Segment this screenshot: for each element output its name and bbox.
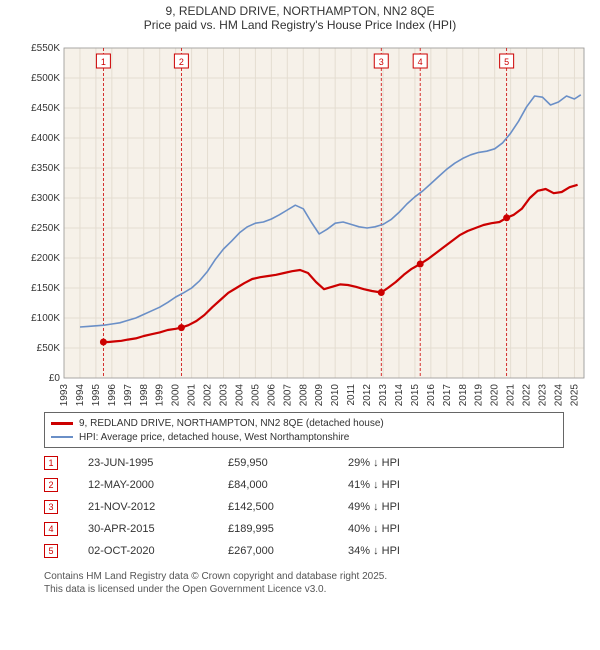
row-date: 30-APR-2015 (88, 523, 228, 535)
row-pct-vs-hpi: 49% ↓ HPI (348, 501, 548, 513)
row-date: 23-JUN-1995 (88, 457, 228, 469)
svg-text:2004: 2004 (234, 384, 245, 407)
svg-text:1994: 1994 (75, 384, 86, 407)
svg-text:£100K: £100K (31, 313, 60, 324)
row-pct-vs-hpi: 34% ↓ HPI (348, 545, 548, 557)
svg-text:2005: 2005 (250, 384, 261, 407)
table-row: 3 21-NOV-2012£142,50049% ↓ HPI (44, 496, 564, 518)
svg-text:2009: 2009 (314, 384, 325, 407)
footer-licence: Contains HM Land Registry data © Crown c… (44, 570, 564, 596)
row-marker: 2 (44, 478, 58, 492)
svg-text:2023: 2023 (538, 384, 549, 407)
table-row: 5 02-OCT-2020£267,00034% ↓ HPI (44, 540, 564, 562)
row-marker: 1 (44, 456, 58, 470)
svg-text:2024: 2024 (553, 384, 564, 407)
svg-text:2001: 2001 (187, 384, 198, 407)
svg-text:2012: 2012 (362, 384, 373, 407)
row-price: £59,950 (228, 457, 348, 469)
svg-text:£350K: £350K (31, 163, 60, 174)
svg-text:5: 5 (504, 57, 509, 67)
svg-text:1993: 1993 (59, 384, 70, 407)
legend-swatch (51, 436, 73, 438)
svg-text:£0: £0 (49, 373, 61, 384)
svg-text:2003: 2003 (219, 384, 230, 407)
row-pct-vs-hpi: 29% ↓ HPI (348, 457, 548, 469)
row-marker: 5 (44, 544, 58, 558)
svg-text:2011: 2011 (346, 384, 357, 406)
svg-text:2000: 2000 (171, 384, 182, 407)
svg-text:£200K: £200K (31, 253, 60, 264)
svg-text:2015: 2015 (410, 384, 421, 407)
table-row: 4 30-APR-2015£189,99540% ↓ HPI (44, 518, 564, 540)
svg-text:4: 4 (418, 57, 423, 67)
svg-text:1999: 1999 (155, 384, 166, 407)
svg-text:£450K: £450K (31, 103, 60, 114)
footer-line: This data is licensed under the Open Gov… (44, 583, 564, 596)
svg-text:2008: 2008 (298, 384, 309, 407)
legend-label: HPI: Average price, detached house, West… (79, 432, 349, 443)
row-price: £267,000 (228, 545, 348, 557)
chart-svg: £0 £50K £100K £150K £200K £250K £300K £350K £400… (28, 42, 590, 410)
svg-text:2002: 2002 (203, 384, 214, 407)
row-date: 02-OCT-2020 (88, 545, 228, 557)
row-date: 12-MAY-2000 (88, 479, 228, 491)
table-row: 2 12-MAY-2000£84,00041% ↓ HPI (44, 474, 564, 496)
legend-row-hpi: HPI: Average price, detached house, West… (51, 430, 557, 444)
svg-text:£300K: £300K (31, 193, 60, 204)
row-pct-vs-hpi: 41% ↓ HPI (348, 479, 548, 491)
legend-label: 9, REDLAND DRIVE, NORTHAMPTON, NN2 8QE (… (79, 418, 384, 429)
svg-text:1996: 1996 (107, 384, 118, 407)
svg-text:1: 1 (101, 57, 106, 67)
svg-text:£550K: £550K (31, 43, 60, 54)
svg-text:2013: 2013 (378, 384, 389, 407)
svg-text:£400K: £400K (31, 133, 60, 144)
svg-text:2021: 2021 (506, 384, 517, 407)
svg-text:2016: 2016 (426, 384, 437, 407)
legend-row-price-paid: 9, REDLAND DRIVE, NORTHAMPTON, NN2 8QE (… (51, 416, 557, 430)
svg-text:1995: 1995 (91, 384, 102, 407)
legend-swatch (51, 422, 73, 425)
svg-text:£50K: £50K (37, 343, 61, 354)
row-price: £142,500 (228, 501, 348, 513)
legend-box: 9, REDLAND DRIVE, NORTHAMPTON, NN2 8QE (… (44, 412, 564, 448)
svg-text:2020: 2020 (490, 384, 501, 407)
svg-text:1998: 1998 (139, 384, 150, 407)
page-container: 9, REDLAND DRIVE, NORTHAMPTON, NN2 8QE P… (0, 0, 600, 650)
svg-text:2007: 2007 (282, 384, 293, 407)
row-marker: 4 (44, 522, 58, 536)
row-marker: 3 (44, 500, 58, 514)
svg-text:2014: 2014 (394, 384, 405, 407)
table-row: 1 23-JUN-1995£59,95029% ↓ HPI (44, 452, 564, 474)
row-price: £189,995 (228, 523, 348, 535)
title-subtitle: Price paid vs. HM Land Registry's House … (0, 18, 600, 32)
svg-text:2019: 2019 (474, 384, 485, 407)
svg-text:1997: 1997 (123, 384, 134, 407)
svg-text:2017: 2017 (442, 384, 453, 407)
row-price: £84,000 (228, 479, 348, 491)
svg-text:£250K: £250K (31, 223, 60, 234)
title-area: 9, REDLAND DRIVE, NORTHAMPTON, NN2 8QE P… (0, 0, 600, 32)
sales-table: 1 23-JUN-1995£59,95029% ↓ HPI 2 12-MAY-2000… (44, 452, 564, 562)
chart-area: £0 £50K £100K £150K £200K £250K £300K £350K £400… (28, 42, 590, 410)
footer-line: Contains HM Land Registry data © Crown c… (44, 570, 564, 583)
svg-text:2022: 2022 (522, 384, 533, 407)
svg-text:2010: 2010 (330, 384, 341, 407)
svg-text:3: 3 (379, 57, 384, 67)
svg-text:2025: 2025 (569, 384, 580, 407)
svg-text:2018: 2018 (458, 384, 469, 407)
svg-text:£150K: £150K (31, 283, 60, 294)
title-address: 9, REDLAND DRIVE, NORTHAMPTON, NN2 8QE (0, 4, 600, 18)
svg-text:£500K: £500K (31, 73, 60, 84)
svg-text:2: 2 (179, 57, 184, 67)
svg-text:2006: 2006 (266, 384, 277, 407)
row-pct-vs-hpi: 40% ↓ HPI (348, 523, 548, 535)
row-date: 21-NOV-2012 (88, 501, 228, 513)
